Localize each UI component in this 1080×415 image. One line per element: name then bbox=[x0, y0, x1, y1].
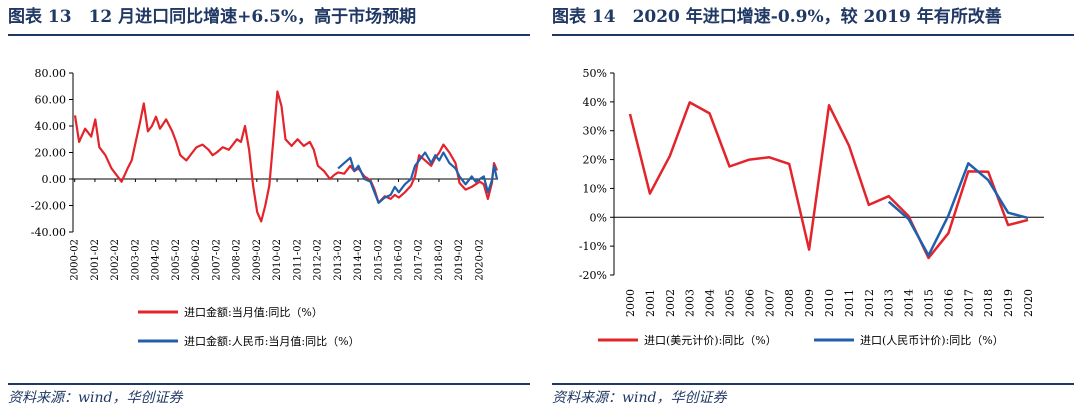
x-tick-label: 2001-02 bbox=[90, 239, 101, 281]
legend-label: 进口(人民币计价):同比（%） bbox=[860, 334, 1004, 347]
y-tick-label: 50% bbox=[583, 67, 607, 80]
y-tick-label: -40.00 bbox=[31, 226, 66, 239]
x-tick-label: 2004 bbox=[704, 289, 717, 317]
figure-13: 图表 13 12 月进口同比增速+6.5%，高于市场预期 80.00 60.00 4… bbox=[8, 0, 530, 415]
series-line-2 bbox=[337, 151, 499, 204]
x-tick-label: 2016 bbox=[942, 289, 955, 317]
series-line-1 bbox=[73, 90, 499, 223]
source-note: 资料来源：wind，华创证券 bbox=[552, 390, 727, 406]
x-tick-label: 2002-02 bbox=[110, 239, 121, 281]
x-tick-label: 2000-02 bbox=[70, 239, 81, 281]
legend-label: 进口金额:当月值:同比（%） bbox=[184, 305, 323, 319]
x-tick-label: 2013 bbox=[883, 289, 896, 317]
x-tick-label: 2015 bbox=[923, 289, 936, 317]
y-tick-label: 10% bbox=[583, 182, 607, 195]
figure-title: 图表 14 2020 年进口增速-0.9%，较 2019 年有所改善 bbox=[552, 7, 1002, 27]
x-tick-label: 2000 bbox=[624, 289, 637, 317]
x-tick-label: 2015-02 bbox=[373, 239, 384, 281]
x-tick-label: 2001 bbox=[644, 289, 657, 317]
figure-14: 图表 14 2020 年进口增速-0.9%，较 2019 年有所改善 50% 40… bbox=[552, 0, 1074, 415]
y-tick-label: 40.00 bbox=[35, 120, 67, 133]
y-tick-label: 0% bbox=[590, 211, 607, 224]
x-tick-label: 2003 bbox=[684, 289, 697, 317]
x-tick-label: 2020 bbox=[1022, 289, 1035, 317]
x-tick-label: 2014-02 bbox=[353, 239, 364, 281]
x-tick-label: 2002 bbox=[664, 289, 677, 317]
y-tick-label: 40% bbox=[583, 96, 607, 109]
x-tick-label: 2009 bbox=[803, 289, 816, 317]
x-tick-label: 2006-02 bbox=[191, 239, 202, 281]
source-divider bbox=[552, 383, 1074, 385]
legend-label: 进口金额:人民币:当月值:同比（%） bbox=[184, 334, 360, 348]
x-tick-label: 2010 bbox=[823, 289, 836, 317]
title-divider bbox=[552, 34, 1074, 36]
y-tick-label: 30% bbox=[583, 125, 607, 138]
x-tick-label: 2018-02 bbox=[434, 239, 445, 281]
chart-14: 50% 40% 30% 20% 10% 0% -10% -20% 2000 2001 2002 200… bbox=[579, 67, 1044, 347]
legend-label: 进口(美元计价):同比（%） bbox=[644, 334, 777, 347]
y-tick-label: 60.00 bbox=[35, 94, 67, 107]
x-tick-label: 2005 bbox=[724, 289, 737, 317]
x-tick-label: 2003-02 bbox=[130, 239, 141, 281]
x-tick-label: 2008 bbox=[783, 289, 796, 317]
series-line-2 bbox=[887, 162, 1029, 257]
x-tick-label: 2019-02 bbox=[454, 239, 465, 281]
x-tick-label: 2012 bbox=[863, 289, 876, 317]
source-note: 资料来源：wind，华创证券 bbox=[8, 390, 183, 406]
x-tick-label: 2017-02 bbox=[414, 239, 425, 281]
y-tick-label: 80.00 bbox=[35, 67, 67, 80]
x-tick-label: 2017 bbox=[962, 289, 975, 317]
x-tick-label: 2010-02 bbox=[272, 239, 283, 281]
y-tick-label: 0.00 bbox=[42, 173, 67, 186]
x-tick-label: 2007 bbox=[763, 289, 776, 317]
y-tick-label: 20% bbox=[583, 154, 607, 167]
x-tick-label: 2013-02 bbox=[333, 239, 344, 281]
title-divider bbox=[8, 34, 530, 36]
figure-title: 图表 13 12 月进口同比增速+6.5%，高于市场预期 bbox=[8, 7, 417, 27]
x-tick-label: 2014 bbox=[903, 289, 916, 317]
y-tick-label: 20.00 bbox=[35, 147, 67, 160]
y-tick-label: -10% bbox=[579, 240, 607, 253]
x-tick-label: 2011 bbox=[843, 289, 856, 317]
x-tick-label: 2011-02 bbox=[292, 239, 303, 281]
x-tick-label: 2004-02 bbox=[151, 239, 162, 281]
x-tick-label: 2008-02 bbox=[232, 239, 243, 281]
series-line-1 bbox=[628, 101, 1029, 260]
x-tick-label: 2020-02 bbox=[474, 239, 485, 281]
x-tick-label: 2009-02 bbox=[252, 239, 263, 281]
chart-13: 80.00 60.00 40.00 20.00 0.00 -20.00 -40.00 2000… bbox=[31, 67, 499, 348]
x-tick-label: 2012-02 bbox=[313, 239, 324, 281]
x-tick-label: 2007-02 bbox=[211, 239, 222, 281]
x-tick-label: 2005-02 bbox=[171, 239, 182, 281]
x-tick-label: 2018 bbox=[982, 289, 995, 317]
x-tick-label: 2016-02 bbox=[393, 239, 404, 281]
source-divider bbox=[8, 383, 530, 385]
x-tick-label: 2006 bbox=[743, 289, 756, 317]
y-tick-label: -20.00 bbox=[31, 200, 66, 213]
y-tick-label: -20% bbox=[579, 269, 607, 282]
x-tick-label: 2019 bbox=[1002, 289, 1015, 317]
